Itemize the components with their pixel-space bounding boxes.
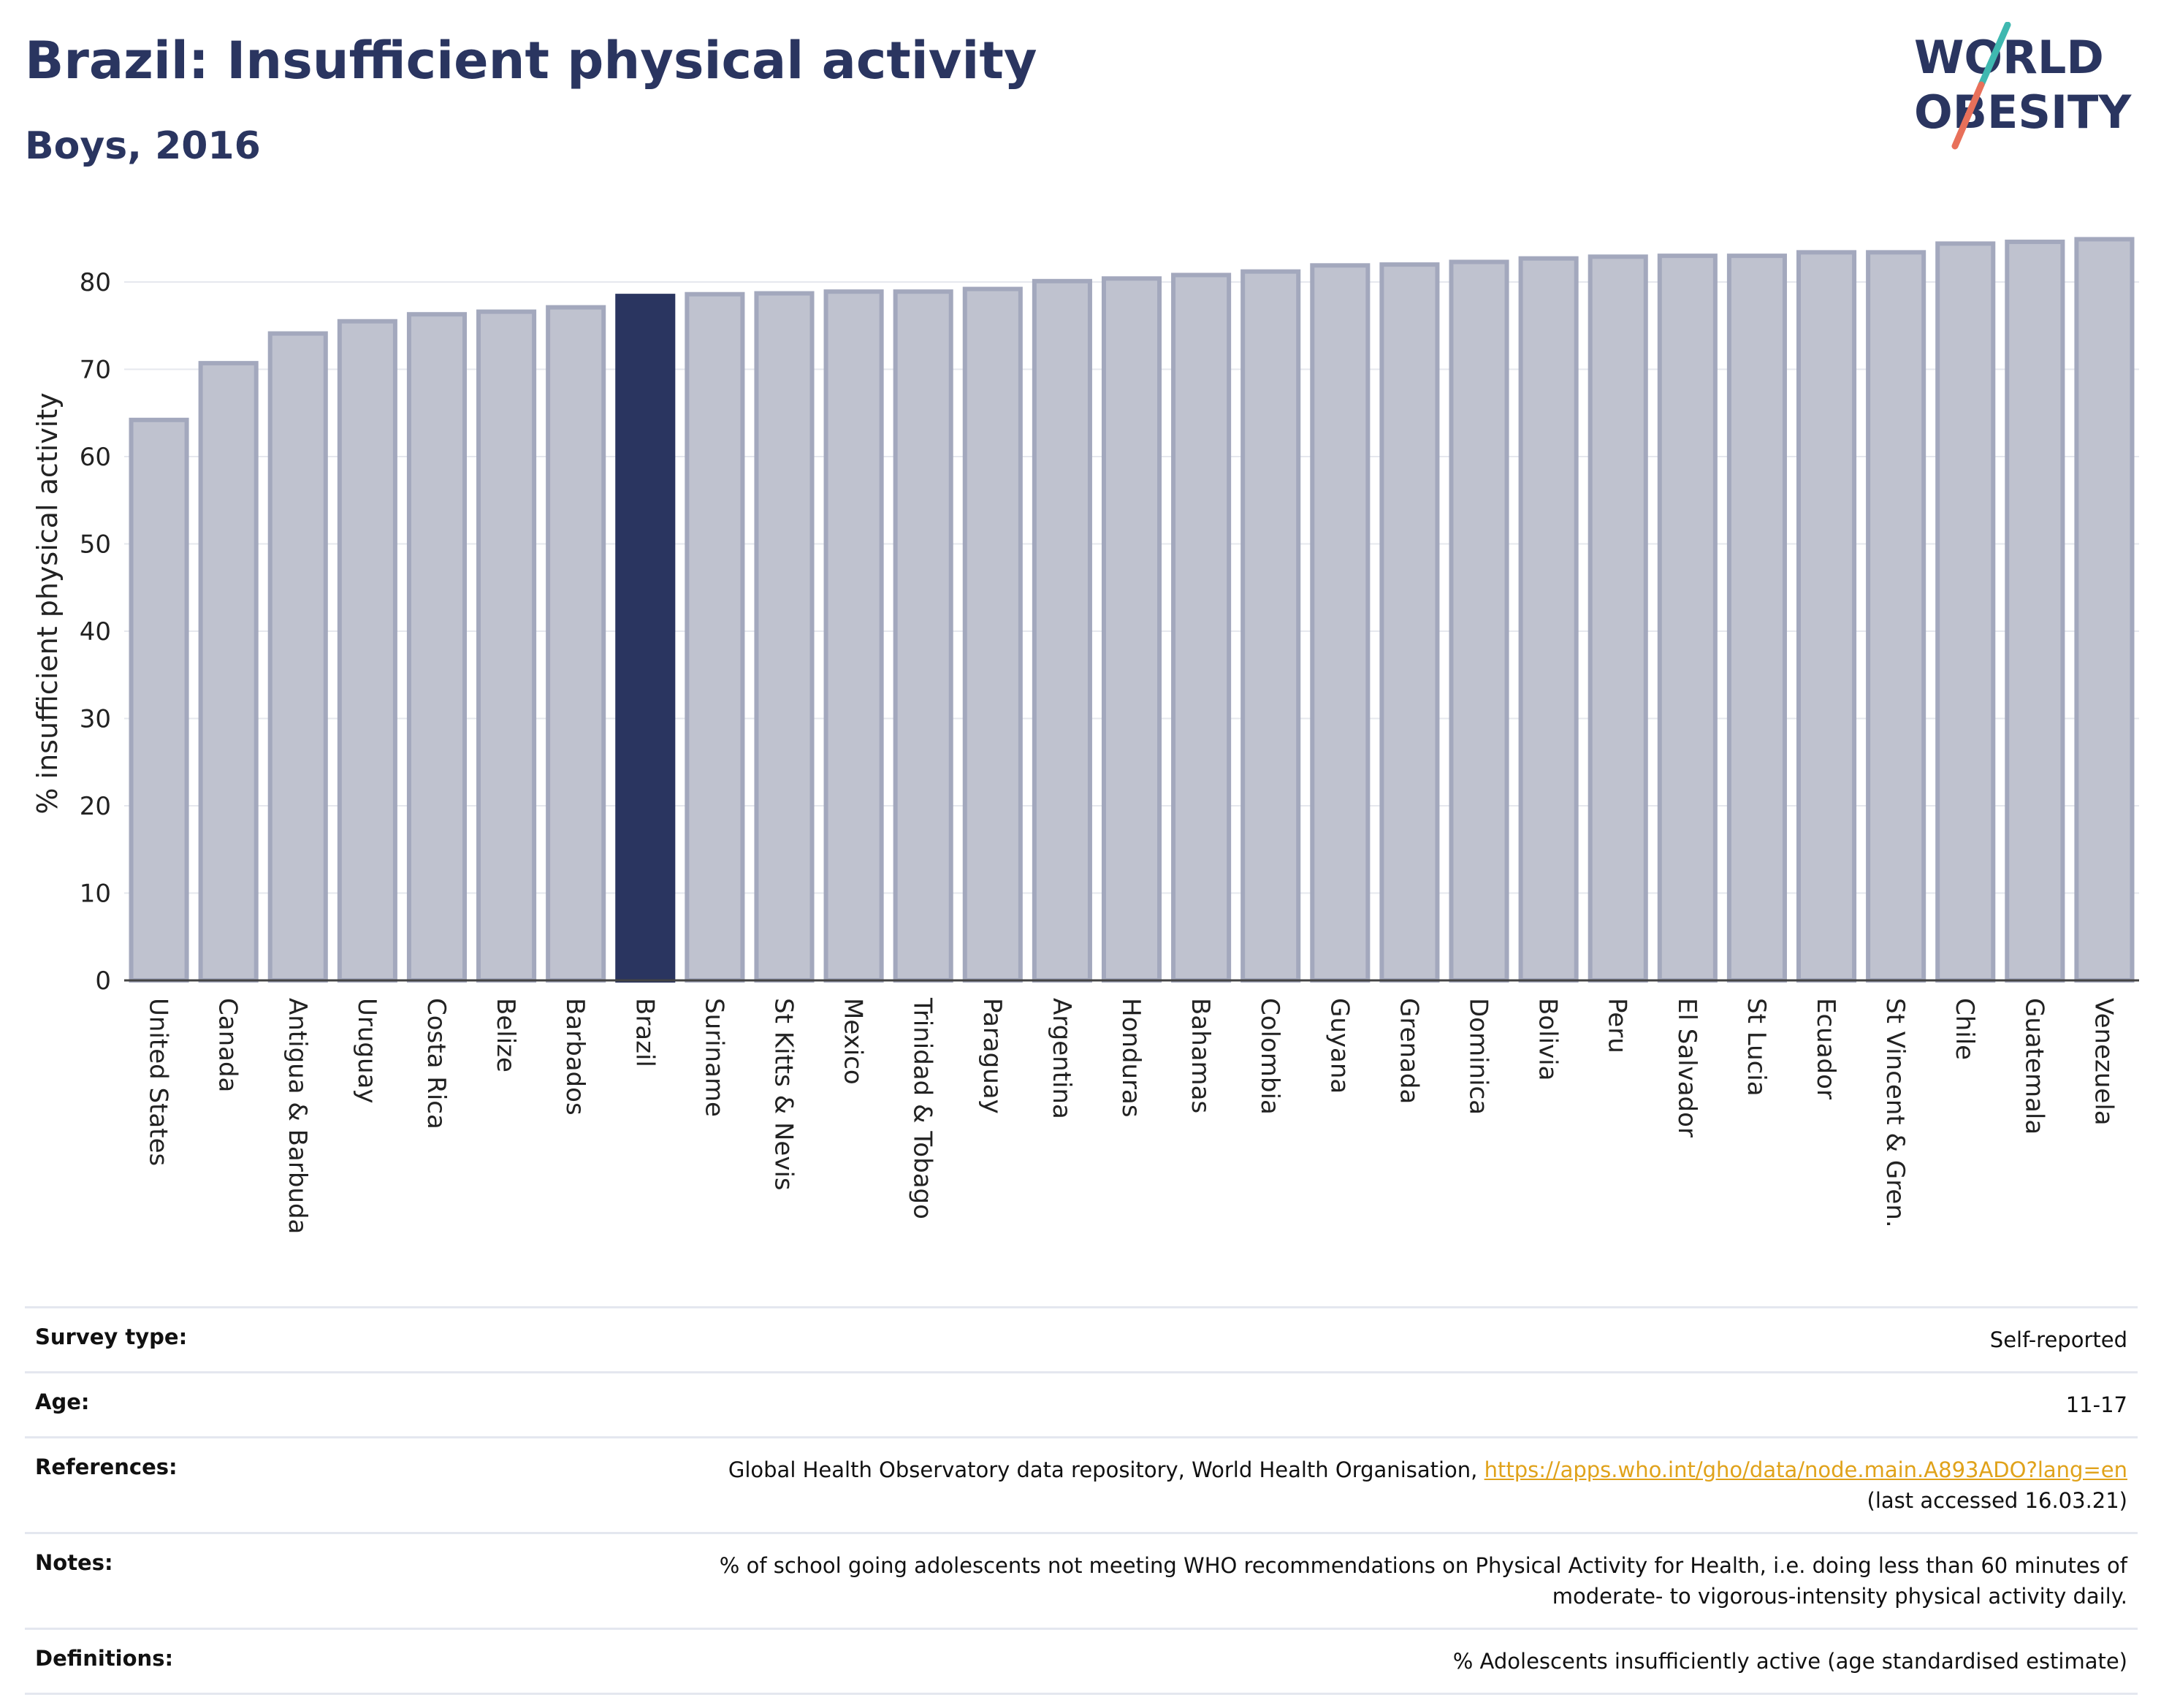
- bar: [198, 361, 259, 983]
- bar: [1240, 269, 1301, 983]
- x-tick-label: Grenada: [1394, 998, 1423, 1104]
- x-tick-label: Canada: [213, 998, 243, 1092]
- x-tick-label: Argentina: [1047, 998, 1076, 1119]
- bar: [1796, 250, 1857, 983]
- x-tick-label: St Kitts & Nevis: [769, 998, 798, 1191]
- y-tick-label: 10: [80, 880, 111, 909]
- bar: [1310, 263, 1371, 983]
- y-tick-label: 80: [80, 268, 111, 297]
- x-tick-label: Belize: [491, 998, 520, 1072]
- x-tick-label: Peru: [1603, 998, 1632, 1053]
- notes-label: Notes:: [25, 1532, 411, 1630]
- bar: [1171, 272, 1232, 983]
- info-row-survey-type: Survey type: Self-reported: [25, 1306, 2138, 1373]
- x-tick-label: Ecuador: [1811, 998, 1840, 1099]
- references-accessed: (last accessed 16.03.21): [1867, 1488, 2127, 1513]
- y-tick-label: 70: [80, 356, 111, 385]
- survey-type-value: Self-reported: [411, 1306, 2138, 1373]
- x-tick-label: Costa Rica: [422, 998, 451, 1129]
- info-row-references: References: Global Health Observatory da…: [25, 1436, 2138, 1534]
- x-tick-label: St Lucia: [1742, 998, 1771, 1097]
- x-tick-label: Guatemala: [2019, 998, 2048, 1135]
- x-tick-label: Colombia: [1255, 998, 1284, 1115]
- y-tick-label: 0: [95, 967, 111, 996]
- page-subtitle: Boys, 2016: [25, 124, 261, 168]
- bar: [337, 319, 397, 983]
- x-tick-label: El Salvador: [1672, 998, 1701, 1137]
- references-label: References:: [25, 1436, 411, 1534]
- bar: [406, 312, 468, 983]
- info-row-age: Age: 11-17: [25, 1371, 2138, 1438]
- references-text: Global Health Observatory data repositor…: [728, 1457, 1485, 1482]
- references-link[interactable]: https://apps.who.int/gho/data/node.main.…: [1484, 1457, 2127, 1482]
- logo-slash-coral: [1951, 81, 1985, 150]
- y-tick-label: 50: [80, 530, 111, 560]
- info-table: Survey type: Self-reported Age: 11-17 Re…: [25, 1306, 2138, 1695]
- x-tick-label: Antigua & Barbuda: [283, 998, 312, 1234]
- bar: [1379, 262, 1440, 983]
- bar: [267, 331, 328, 983]
- x-tick-label: Brazil: [630, 998, 659, 1067]
- age-label: Age:: [25, 1371, 411, 1438]
- world-obesity-logo: WORLD OBESITY: [1914, 22, 2132, 150]
- x-tick-label: Barbados: [560, 998, 590, 1116]
- bar: [476, 309, 537, 983]
- bar: [546, 305, 606, 983]
- age-value: 11-17: [411, 1371, 2138, 1438]
- bar: [2005, 240, 2065, 983]
- bar-chart: 0 10 20 30 40 50 60 70 80 % insufficient physical…: [31, 237, 2139, 1234]
- x-tick-label: Uruguay: [352, 998, 381, 1104]
- logo-line2: OBESITY: [1914, 85, 2132, 139]
- bar: [1449, 259, 1509, 983]
- x-tick-label: Honduras: [1116, 998, 1146, 1118]
- x-tick-label: Bolivia: [1533, 998, 1563, 1080]
- bar: [962, 286, 1023, 983]
- x-tick-label: Venezuela: [2089, 998, 2118, 1126]
- x-tick-label: Suriname: [699, 998, 728, 1117]
- bar: [1588, 254, 1648, 983]
- x-tick-label: Trinidad & Tobago: [908, 997, 937, 1219]
- x-tick-label: St Vincent & Gren.: [1880, 998, 1910, 1228]
- y-tick-label: 20: [80, 792, 111, 821]
- bar: [1935, 241, 1996, 983]
- references-value: Global Health Observatory data repositor…: [411, 1436, 2138, 1534]
- page-title: Brazil: Insufficient physical activity: [25, 31, 1037, 91]
- y-tick-label: 60: [80, 443, 111, 472]
- bar: [1866, 250, 1926, 983]
- bar: [1518, 256, 1579, 983]
- x-tick-label: United States: [144, 998, 173, 1166]
- bar: [1657, 253, 1718, 983]
- y-tick-label: 30: [80, 705, 111, 734]
- bar: [129, 417, 189, 983]
- logo-slash-teal: [1978, 22, 2011, 88]
- logo-line1: WORLD: [1914, 31, 2104, 84]
- bar: [754, 291, 815, 983]
- x-tick-label: Chile: [1950, 998, 1979, 1060]
- bar: [2074, 237, 2135, 983]
- notes-value: % of school going adolescents not meetin…: [411, 1532, 2138, 1630]
- definitions-label: Definitions:: [25, 1628, 411, 1695]
- x-tick-label: Mexico: [839, 998, 868, 1085]
- y-axis-title: % insufficient physical activity: [31, 392, 64, 814]
- y-tick-label: 40: [80, 617, 111, 647]
- bar: [1726, 253, 1787, 983]
- bar: [1101, 276, 1162, 983]
- x-tick-label: Dominica: [1464, 998, 1493, 1115]
- bar: [685, 291, 745, 983]
- notes-line1: % of school going adolescents not meetin…: [719, 1553, 2127, 1578]
- definitions-value: % Adolescents insufficiently active (age…: [411, 1628, 2138, 1695]
- bar: [1032, 278, 1092, 983]
- x-tick-label: Bahamas: [1186, 998, 1215, 1113]
- x-tick-label: Paraguay: [977, 998, 1007, 1114]
- info-row-definitions: Definitions: % Adolescents insufficientl…: [25, 1628, 2138, 1695]
- survey-type-label: Survey type:: [25, 1306, 411, 1373]
- bar: [893, 289, 953, 983]
- notes-line2: moderate- to vigorous-intensity physical…: [1552, 1584, 2127, 1609]
- x-tick-label: Guyana: [1325, 998, 1354, 1094]
- bar: [823, 289, 884, 983]
- bar-highlight: [615, 294, 676, 983]
- info-row-notes: Notes: % of school going adolescents not…: [25, 1532, 2138, 1630]
